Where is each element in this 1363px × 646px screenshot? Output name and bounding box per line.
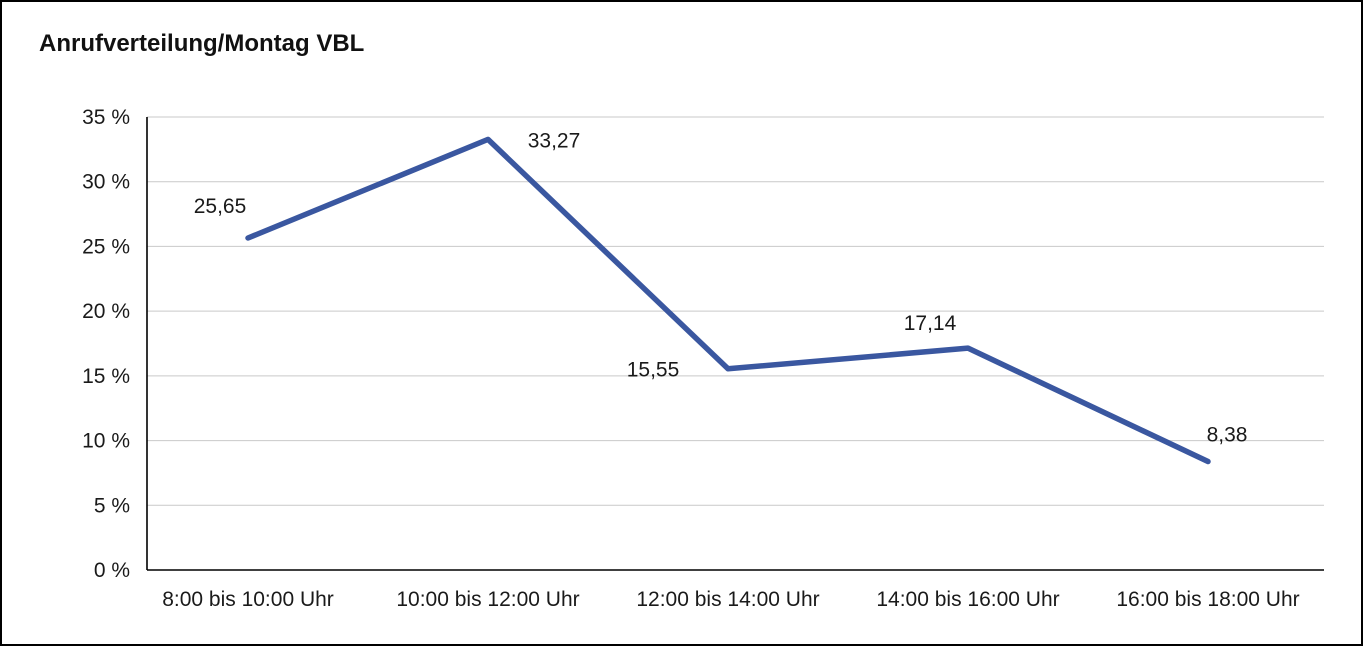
x-tick-label: 16:00 bis 18:00 Uhr — [1116, 588, 1299, 611]
data-point-label: 17,14 — [904, 312, 957, 335]
data-point-label: 8,38 — [1207, 424, 1248, 447]
x-tick-label: 12:00 bis 14:00 Uhr — [636, 588, 819, 611]
y-tick-label: 5 % — [94, 494, 130, 517]
y-tick-label: 25 % — [82, 235, 130, 258]
y-tick-label: 10 % — [82, 430, 130, 453]
data-point-label: 15,55 — [627, 359, 680, 382]
chart-title: Anrufverteilung/Montag VBL — [39, 30, 365, 57]
y-tick-label: 0 % — [94, 559, 130, 582]
y-tick-label: 20 % — [82, 300, 130, 323]
y-tick-label: 35 % — [82, 106, 130, 129]
chart-line — [245, 136, 1211, 465]
data-point-label: 25,65 — [194, 195, 247, 218]
x-tick-label: 8:00 bis 10:00 Uhr — [162, 588, 334, 611]
x-tick-label: 10:00 bis 12:00 Uhr — [396, 588, 579, 611]
y-tick-label: 30 % — [82, 171, 130, 194]
y-tick-label: 15 % — [82, 365, 130, 388]
data-point-label: 33,27 — [528, 129, 581, 152]
x-tick-label: 14:00 bis 16:00 Uhr — [876, 588, 1059, 611]
